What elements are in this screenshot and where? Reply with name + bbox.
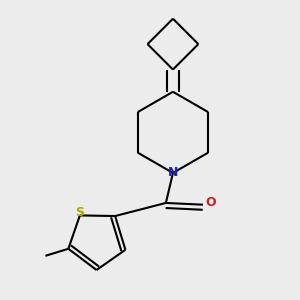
Text: N: N xyxy=(168,167,178,179)
Text: S: S xyxy=(75,206,84,219)
Text: O: O xyxy=(206,196,216,209)
